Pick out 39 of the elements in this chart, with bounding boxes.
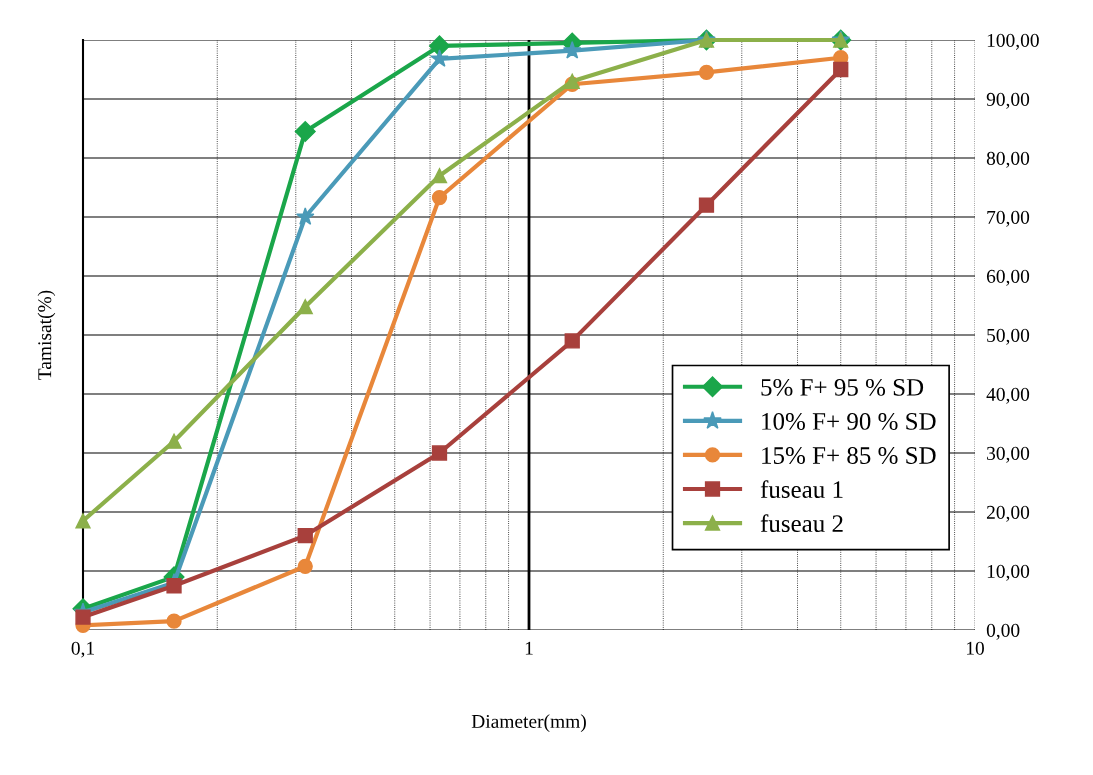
- point: [297, 299, 313, 315]
- legend-label: 15% F+ 85 % SD: [762, 447, 936, 465]
- x-tick-label: 10: [966, 641, 984, 655]
- y-axis-title: Tamisat(%): [37, 290, 56, 380]
- y-tick-label: 20,00: [986, 505, 1030, 522]
- legend-label: fuseau 2: [760, 514, 843, 533]
- y-tick-label: 40,00: [986, 387, 1030, 404]
- legend-label: 10% F+ 90 % SD: [762, 412, 936, 430]
- y-tick-label: 50,00: [987, 328, 1030, 345]
- point: [833, 61, 849, 78]
- point: [297, 558, 313, 574]
- y-tick-label: 70,00: [987, 210, 1030, 227]
- point: [166, 613, 182, 629]
- point: [166, 578, 182, 594]
- x-tick-label: 0,1: [71, 641, 94, 658]
- point: [295, 207, 315, 225]
- point: [166, 433, 182, 449]
- point: [564, 333, 580, 349]
- x-tick-label: 1: [525, 641, 533, 655]
- y-tick-label: 10,00: [987, 564, 1030, 581]
- point: [428, 35, 451, 57]
- y-tick-label: 90,00: [986, 92, 1030, 109]
- x-axis-title: Diameter(mm): [471, 714, 586, 732]
- y-tick-label: 30,00: [987, 446, 1030, 463]
- y-tick-label: 100,00: [987, 33, 1039, 50]
- y-tick-label: 60,00: [986, 269, 1030, 286]
- y-tick-label: 80,00: [986, 151, 1030, 168]
- point: [431, 445, 448, 461]
- point: [431, 168, 448, 184]
- point: [294, 120, 316, 142]
- y-tick-label: 0,00: [986, 623, 1020, 640]
- point: [297, 527, 313, 544]
- legend-label: 5% F+ 95 % SD: [761, 378, 924, 396]
- point: [430, 49, 449, 67]
- point: [698, 197, 715, 213]
- point: [562, 40, 582, 59]
- point: [698, 64, 715, 81]
- point: [431, 189, 448, 206]
- legend-label: fuseau 1: [760, 480, 843, 498]
